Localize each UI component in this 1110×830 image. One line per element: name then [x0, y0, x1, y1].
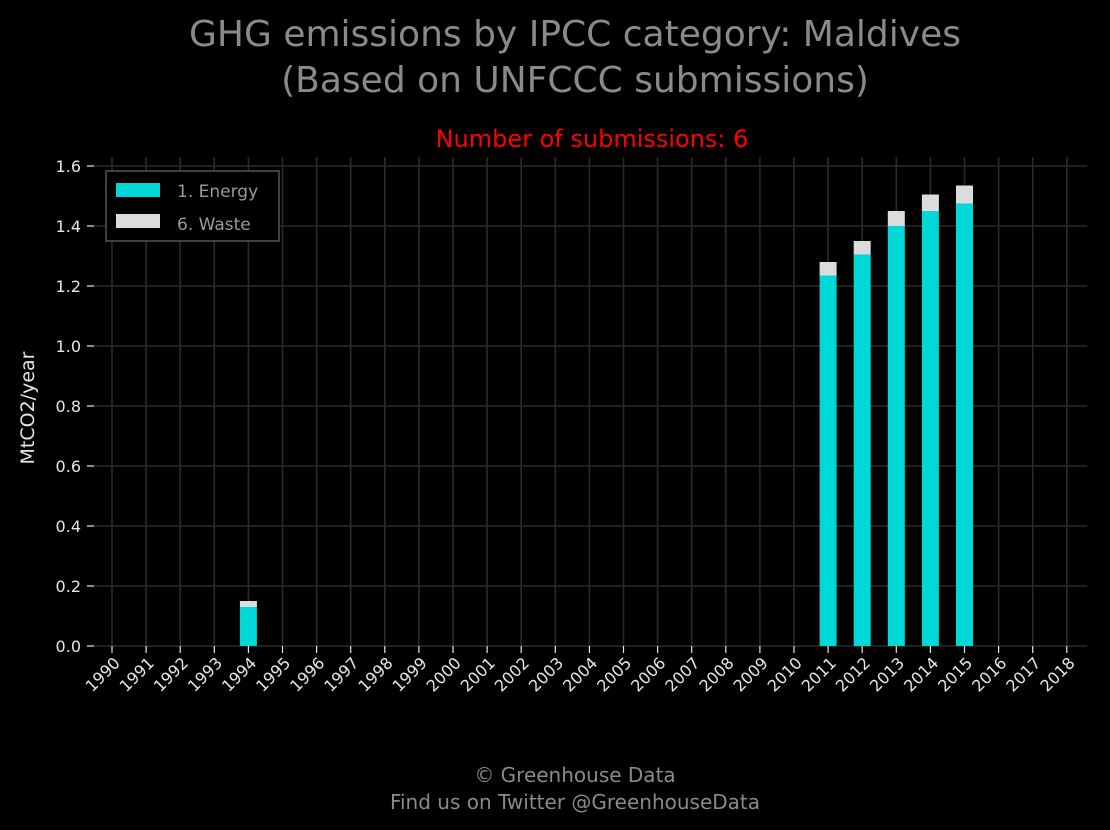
x-tick-label: 2010 [764, 653, 806, 695]
x-tick-label: 1991 [116, 653, 158, 695]
x-tick-label: 1996 [286, 653, 328, 695]
bar-waste-2012 [853, 241, 871, 255]
x-tick-label: 2000 [423, 653, 465, 695]
y-axis-label: MtCO2/year [17, 351, 39, 464]
x-tick-label: 1997 [320, 653, 362, 695]
bar-waste-2011 [819, 262, 837, 276]
x-tick-label: 2009 [730, 653, 772, 695]
bars [239, 185, 973, 646]
bar-waste-2014 [921, 194, 939, 211]
x-tick-label: 2014 [900, 653, 942, 695]
x-tick-label: 1999 [389, 653, 431, 695]
x-tick-label: 2015 [934, 653, 976, 695]
x-tick-label: 2005 [593, 653, 635, 695]
y-tick-label: 1.4 [56, 217, 81, 236]
x-tick-label: 2017 [1002, 653, 1044, 695]
legend-swatch-energy [116, 183, 160, 197]
bar-energy-1994 [239, 607, 257, 646]
bar-energy-2011 [819, 275, 837, 646]
x-tick-label: 2008 [695, 653, 737, 695]
x-tick-label: 1993 [184, 653, 226, 695]
y-tick-label: 1.6 [56, 157, 81, 176]
y-tick-label: 0.6 [56, 457, 81, 476]
bar-energy-2014 [921, 211, 939, 646]
x-tick-label: 2018 [1036, 653, 1078, 695]
x-tick-label: 2013 [866, 653, 908, 695]
x-tick-label: 2011 [798, 653, 840, 695]
bar-energy-2012 [853, 254, 871, 646]
chart-title: GHG emissions by IPCC category: Maldives [189, 14, 961, 55]
chart-subtitle: Number of submissions: 6 [436, 125, 749, 153]
legend-box [105, 170, 280, 242]
x-tick-label: 1995 [252, 653, 294, 695]
x-tick-label: 1992 [150, 653, 192, 695]
x-tick-label: 2016 [968, 653, 1010, 695]
y-tick-label: 0.8 [56, 397, 81, 416]
x-tick-label: 2003 [525, 653, 567, 695]
bar-energy-2013 [887, 226, 905, 646]
x-tick-label: 2004 [559, 653, 601, 695]
y-tick-label: 1.0 [56, 337, 81, 356]
x-tick-label: 2001 [457, 653, 499, 695]
x-tick-label: 1990 [82, 653, 124, 695]
bar-energy-2015 [956, 203, 973, 646]
y-tick-label: 1.2 [56, 277, 81, 296]
x-tick-label: 2006 [627, 653, 669, 695]
y-tick-label: 0.4 [56, 517, 81, 536]
bar-waste-2015 [956, 185, 973, 204]
bar-waste-2013 [887, 211, 905, 226]
x-tick-label: 2002 [491, 653, 533, 695]
y-tick-label: 0.0 [56, 637, 81, 656]
footer-twitter: Find us on Twitter @GreenhouseData [390, 790, 760, 814]
x-tick-label: 1998 [354, 653, 396, 695]
bar-waste-1994 [239, 601, 257, 607]
footer-copyright: © Greenhouse Data [474, 763, 675, 787]
legend: 1. Energy 6. Waste [105, 170, 280, 242]
legend-label-waste: 6. Waste [177, 215, 251, 235]
y-tick-label: 0.2 [56, 577, 81, 596]
legend-label-energy: 1. Energy [177, 182, 258, 202]
legend-swatch-waste [116, 214, 160, 228]
chart-title-line2: (Based on UNFCCC submissions) [281, 60, 869, 101]
x-tick-label: 2007 [661, 653, 703, 695]
x-tick-label: 2012 [832, 653, 874, 695]
x-tick-label: 1994 [218, 653, 260, 695]
